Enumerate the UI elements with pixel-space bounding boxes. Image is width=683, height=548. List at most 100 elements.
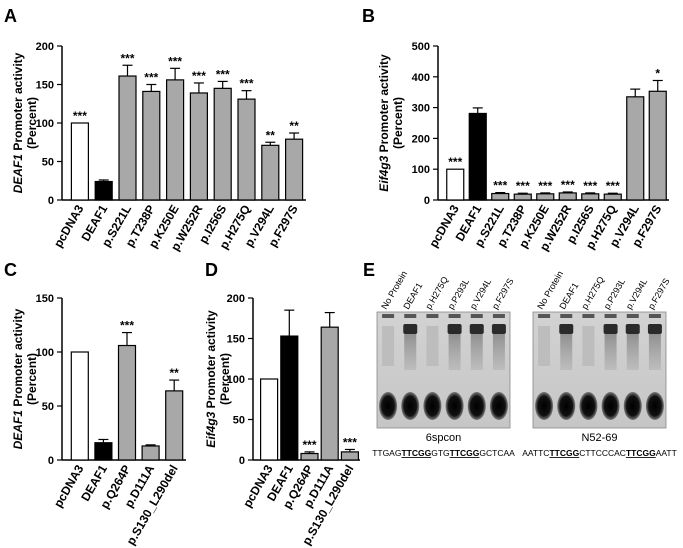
y-axis-label-C: DEAF1 Promoter activity (11, 308, 25, 449)
free-probe-right (645, 392, 664, 420)
band-smear-right (604, 334, 617, 370)
lane-background-right (538, 326, 551, 366)
panel-label-D: D (205, 260, 218, 280)
free-probe-right (557, 392, 576, 420)
chart-A: 0 50 100 150 200 DEAF1 Promoter activity (Perc… (11, 41, 306, 253)
y-tick-label-D: 0 (239, 455, 245, 467)
band-smear-left (492, 334, 505, 370)
gel-well-right (604, 314, 617, 318)
bar-A (70, 122, 90, 201)
significance-A: *** (144, 71, 158, 85)
lane-background-left (382, 326, 395, 366)
y-axis-unit-D: (Percent) (218, 353, 232, 405)
free-probe-left (467, 392, 486, 420)
bar-A (261, 144, 280, 201)
free-probe-right (579, 392, 598, 420)
significance-A: *** (192, 69, 206, 83)
bar-C (141, 445, 160, 461)
bar-A (118, 75, 137, 201)
gel-well-left (382, 314, 395, 318)
y-axis-label-gene-D: Eif4g3 (204, 411, 218, 447)
lane-label-left: p.F297S (490, 277, 516, 311)
y-tick-label-C: 50 (42, 401, 54, 413)
bar-D (260, 378, 279, 461)
bar-C (70, 351, 89, 461)
y-tick-label-A: 100 (36, 118, 54, 130)
y-tick-label-B: 500 (412, 41, 430, 53)
bar-A (189, 92, 208, 201)
y-tick-label-A: 0 (48, 195, 54, 207)
significance-C: ** (170, 366, 180, 380)
probe-name-right: N52-69 (581, 432, 617, 444)
bar-D (320, 326, 339, 461)
gel-right: No ProteinDEAF1p.H275Qp.P293Lp.V294Lp.F2… (522, 269, 677, 458)
bar-C (117, 344, 137, 461)
bar-C (165, 390, 184, 461)
chart-C: 0 50 100 150 DEAF1 Promoter activity (Percent… (11, 293, 186, 547)
lane-background-right (582, 326, 595, 366)
sequence-segment-right: AATTC (522, 448, 549, 458)
bar-C (94, 442, 113, 461)
y-axis-unit-B: (Percent) (391, 97, 405, 149)
gel-well-right (538, 314, 551, 318)
band-smear-right (648, 334, 661, 370)
significance-A: *** (168, 54, 182, 68)
y-tick-label-B: 400 (412, 72, 430, 84)
bar-B (648, 90, 667, 201)
gel-well-right (582, 314, 595, 318)
sequence-segment-left: GCTCAA (479, 448, 515, 458)
y-tick-label-B: 0 (424, 195, 430, 207)
bar-B (446, 168, 465, 201)
significance-B: * (655, 66, 660, 80)
y-axis-label-text-B: Promoter activity (377, 54, 391, 156)
panel-label-A: A (4, 6, 17, 26)
significance-A: *** (239, 77, 253, 91)
bar-B (581, 193, 600, 201)
lane-label-right: p.F297S (646, 277, 672, 311)
bar-A (94, 180, 113, 201)
y-axis-label-D: Eif4g3 Promoter activity (204, 310, 218, 448)
free-probe-left (401, 392, 420, 420)
bar-A (213, 87, 232, 201)
y-axis-unit-C: (Percent) (25, 353, 39, 405)
gel-well-right (648, 314, 661, 318)
gel-well-left (404, 314, 417, 318)
sequence-segment-right: CTTCCCAC (579, 448, 626, 458)
y-tick-label-A: 150 (36, 80, 54, 92)
significance-B: *** (516, 179, 530, 193)
significance-A: ** (266, 128, 276, 142)
sequence-motif-left: TTCGG (401, 448, 431, 458)
gel-well-left (426, 314, 439, 318)
shifted-band-right (625, 324, 640, 334)
band-smear-right (560, 334, 573, 370)
y-tick-label-C: 100 (36, 347, 54, 359)
y-axis-label-A: DEAF1 Promoter activity (11, 52, 25, 193)
bar-B (558, 192, 577, 201)
bar-A (166, 79, 185, 201)
band-smear-left (448, 334, 461, 370)
y-tick-label-B: 300 (412, 103, 430, 115)
significance-B: *** (561, 178, 575, 192)
y-axis-label-text-D: Promoter activity (204, 310, 218, 412)
gel-well-left (470, 314, 483, 318)
significance-C: *** (120, 319, 134, 333)
lane-label-right: DEAF1 (557, 281, 580, 311)
bar-B (513, 193, 532, 201)
significance-B: *** (538, 179, 552, 193)
x-tick-label-B: pcDNA3 (426, 202, 462, 250)
band-smear-left (404, 334, 417, 370)
y-axis-unit-A: (Percent) (25, 97, 39, 149)
significance-B: *** (583, 179, 597, 193)
panel-label-E: E (363, 260, 375, 280)
significance-A: ** (289, 119, 299, 133)
y-tick-label-D: 50 (233, 415, 245, 427)
shifted-band-left (447, 324, 462, 334)
y-tick-label-D: 150 (227, 334, 245, 346)
bar-A (285, 138, 304, 201)
free-probe-left (379, 392, 398, 420)
shifted-band-left (469, 324, 484, 334)
gel-image-right (532, 311, 667, 429)
shifted-band-left (491, 324, 506, 334)
x-tick-label-A: pcDNA3 (51, 202, 87, 250)
